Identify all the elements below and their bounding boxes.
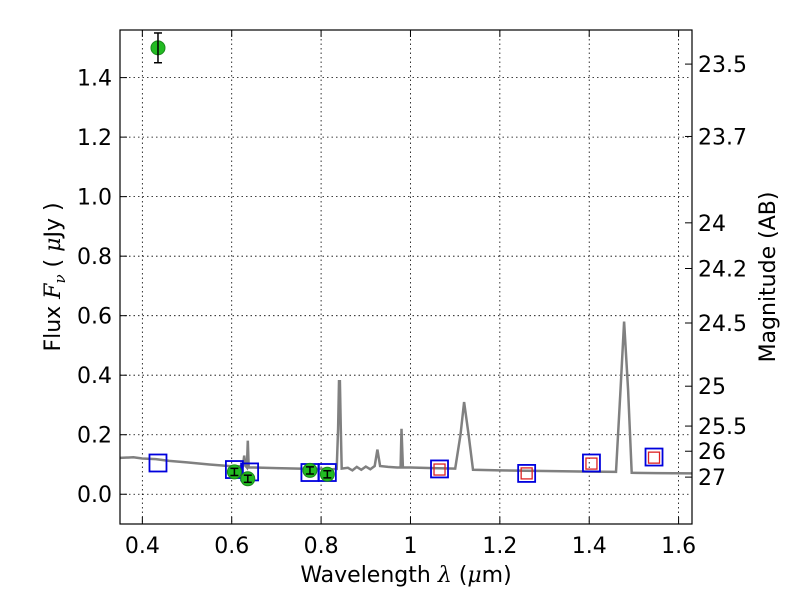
x-axis-label-text: Wavelength <box>300 563 438 588</box>
x-axis-unit-mu: μ <box>467 563 481 588</box>
x-tick-label: 1.4 <box>572 534 607 559</box>
y2-tick-label: 27 <box>698 466 726 491</box>
observed-flux-point <box>319 466 335 482</box>
x-axis-label: Wavelength λ (μm) <box>300 563 511 588</box>
y2-tick-label: 24.2 <box>698 257 747 282</box>
x-axis-unit-open: ( <box>452 563 468 588</box>
y-axis-unit-mu: μ <box>41 238 66 252</box>
y2-tick-label: 23.7 <box>698 125 747 150</box>
y-axis-label: Flux Fν ( μJy ) <box>41 202 69 351</box>
y-axis-unit-open: ( <box>41 252 66 275</box>
y-tick-label: 0.4 <box>77 364 112 389</box>
x-tick-label: 1.2 <box>482 534 517 559</box>
x-axis-lambda-symbol: λ <box>437 563 452 588</box>
x-tick-label: 1 <box>403 534 417 559</box>
y2-tick-label: 24.5 <box>698 312 747 337</box>
x-tick-label: 0.8 <box>304 534 339 559</box>
observed-flux-point <box>150 32 166 64</box>
y2-tick-label: 26 <box>698 440 726 465</box>
model-band-flux-box <box>517 464 537 483</box>
y-axis-f-symbol: F <box>41 283 66 300</box>
y-tick-label: 0.8 <box>77 245 112 270</box>
y-tick-label: 1.0 <box>77 186 112 211</box>
y-tick-label: 0.2 <box>77 424 112 449</box>
y2-tick-label: 23.5 <box>698 53 747 78</box>
y2-axis-label: Magnitude (AB) <box>756 192 781 363</box>
x-axis-unit-rest: m) <box>482 563 512 588</box>
upper-limit-box <box>433 463 446 476</box>
y-axis-unit-rest: Jy ) <box>41 202 66 239</box>
upper-limit-box <box>647 451 661 464</box>
observed-flux-point <box>302 462 318 478</box>
plot-frame <box>119 29 693 525</box>
upper-limit-box <box>520 467 533 480</box>
model-band-flux-box <box>644 447 664 467</box>
y-tick-label: 0.6 <box>77 305 112 330</box>
x-tick-label: 1.6 <box>661 534 696 559</box>
y-tick-label: 0.0 <box>77 483 112 508</box>
model-band-flux-box <box>582 453 601 473</box>
y-axis-nu-subscript: ν <box>51 274 69 283</box>
axis-ticks: 0.4 0.6 0.8 1 1.2 1.4 1.6 0.0 0.2 0.4 0.6 0.8 1.0 1.2… <box>77 30 747 559</box>
upper-limit-box <box>585 457 598 470</box>
y2-tick-label: 25 <box>698 375 726 400</box>
y-tick-label: 1.2 <box>77 126 112 151</box>
observed-flux-point <box>226 464 242 480</box>
model-band-flux-box <box>148 453 168 473</box>
x-tick-label: 0.6 <box>214 534 249 559</box>
y-tick-label: 1.4 <box>77 67 112 92</box>
y2-tick-label: 24 <box>698 212 726 237</box>
y2-tick-label: 25.5 <box>698 415 747 440</box>
model-spectrum-line <box>120 321 692 475</box>
observed-flux-point <box>240 471 256 487</box>
grid-lines <box>120 30 692 524</box>
model-spectrum-layer <box>120 321 692 475</box>
x-tick-label: 0.4 <box>125 534 160 559</box>
model-band-flux-box <box>430 459 449 479</box>
data-points-layer <box>148 32 664 487</box>
y-axis-label-text: Flux <box>41 299 66 352</box>
